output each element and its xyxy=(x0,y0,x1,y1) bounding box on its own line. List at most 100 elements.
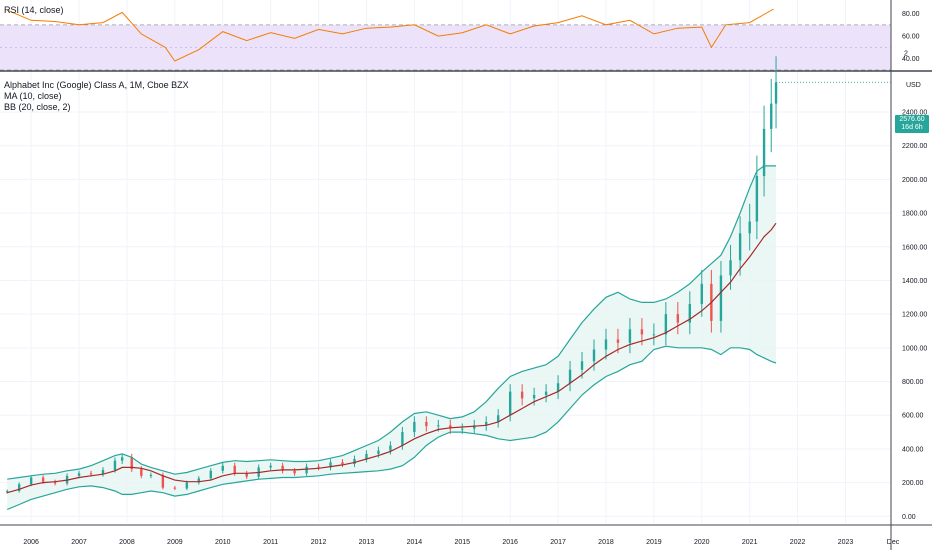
price-bar-body xyxy=(89,473,93,475)
time-axis-label: 2015 xyxy=(454,539,470,546)
time-axis-label: 2022 xyxy=(790,539,806,546)
price-bar-body xyxy=(365,453,368,459)
price-bar-body xyxy=(700,283,703,305)
price-bar-body xyxy=(508,391,512,416)
price-tick-label: 1800.00 xyxy=(902,211,927,218)
price-bar-body xyxy=(748,221,751,234)
price-bar-body xyxy=(245,473,248,477)
ma-line xyxy=(7,222,777,494)
main-legend-bb: BB (20, close, 2) xyxy=(4,102,71,112)
price-bar-body xyxy=(221,465,224,471)
price-bar-body xyxy=(755,176,759,222)
time-axis-label: 2006 xyxy=(23,539,39,546)
price-bar-body xyxy=(5,491,9,493)
time-axis-label: 2019 xyxy=(646,539,662,546)
currency-label[interactable]: USD xyxy=(906,82,921,89)
price-bar-body xyxy=(652,334,656,336)
price-bar-body xyxy=(449,425,452,429)
price-bar-body xyxy=(473,425,476,429)
price-bar-body xyxy=(269,465,272,468)
price-bar-body xyxy=(130,457,133,470)
price-bar-body xyxy=(628,329,632,343)
price-bar-body xyxy=(437,425,440,427)
time-axis-label: 2020 xyxy=(694,539,710,546)
price-bar-body xyxy=(77,473,81,476)
time-axis-label: 2011 xyxy=(263,539,278,546)
price-bar-body xyxy=(17,484,21,491)
bb-lower-line xyxy=(6,345,777,511)
price-bar-body xyxy=(120,457,124,461)
price-bar-body xyxy=(29,477,33,485)
price-bar-body xyxy=(341,462,344,465)
price-bar-body xyxy=(762,128,766,177)
price-bar-body xyxy=(317,466,320,468)
price-bar-body xyxy=(544,391,548,395)
time-axis-label: 2017 xyxy=(550,539,566,546)
price-tick-label: 1200.00 xyxy=(902,312,927,319)
rsi-line xyxy=(7,8,774,62)
price-tick-label: 800.00 xyxy=(902,379,924,386)
price-tick-label: 2 xyxy=(904,50,908,57)
time-axis-label: 2007 xyxy=(71,539,87,546)
price-tick-label: 1400.00 xyxy=(902,278,927,285)
rsi-tick-label: 60.00 xyxy=(902,34,920,41)
price-bar-body xyxy=(41,477,45,482)
price-bar-body xyxy=(774,82,778,104)
price-bar-body xyxy=(140,469,143,476)
price-bar-body xyxy=(770,103,773,129)
price-bar-body xyxy=(580,361,584,370)
price-tick-label: 2000.00 xyxy=(902,177,927,184)
price-bar-body xyxy=(353,459,356,465)
bb-upper-line xyxy=(7,165,776,480)
price-bar-body xyxy=(149,475,153,476)
price-tick-label: 0.00 xyxy=(902,514,916,521)
price-bar-body xyxy=(738,233,742,261)
price-bar-body xyxy=(729,260,732,276)
price-bar-body xyxy=(329,462,332,468)
price-tick-label: 1000.00 xyxy=(902,345,927,352)
price-bar-body xyxy=(425,421,428,427)
main-legend-title: Alphabet Inc (Google) Class A, 1M, Cboe … xyxy=(4,80,189,90)
price-bar-body xyxy=(185,482,189,489)
price-tick-label: 2400.00 xyxy=(902,110,927,117)
price-bar-body xyxy=(305,466,308,474)
bb-fill xyxy=(7,165,776,510)
price-bar-body xyxy=(233,465,236,474)
price-bar-body xyxy=(461,428,464,430)
price-bar-body xyxy=(688,304,692,323)
price-bar-body xyxy=(161,475,165,488)
price-bar-body xyxy=(485,421,488,426)
price-tick-label: 1600.00 xyxy=(902,244,927,251)
price-tick-label: 400.00 xyxy=(902,446,924,453)
time-axis-label: 2009 xyxy=(167,539,183,546)
time-axis-label: 2018 xyxy=(598,539,614,546)
price-bar-body xyxy=(53,481,57,484)
bar-countdown: 16d 6h xyxy=(901,124,923,131)
rsi-tick-label: 40.00 xyxy=(902,56,920,63)
price-bar-body xyxy=(281,465,284,471)
price-bar-body xyxy=(377,450,380,454)
price-bar-body xyxy=(293,470,296,474)
price-bar-body xyxy=(640,329,644,335)
price-bar-body xyxy=(532,395,536,399)
rsi-legend: RSI (14, close) xyxy=(4,5,64,15)
time-axis-label: 2014 xyxy=(407,539,423,546)
time-axis-label: 2008 xyxy=(119,539,135,546)
price-bar-body xyxy=(604,339,608,350)
price-bar-body xyxy=(101,469,105,475)
price-bar-body xyxy=(173,487,177,489)
price-bar-body xyxy=(676,314,680,323)
last-price-badge: 2576.60 16d 6h xyxy=(895,115,929,133)
price-bar-body xyxy=(389,445,392,451)
time-axis-label: 2016 xyxy=(502,539,518,546)
time-axis-label: 2013 xyxy=(359,539,375,546)
price-bar-body xyxy=(592,349,596,362)
price-tick-label: 600.00 xyxy=(902,413,924,420)
time-axis-label: 2023 xyxy=(838,539,854,546)
price-bar-body xyxy=(413,421,416,433)
rsi-tick-label: 80.00 xyxy=(902,11,920,18)
price-bar-body xyxy=(197,478,200,483)
price-tick-label: 200.00 xyxy=(902,480,924,487)
price-bar-body xyxy=(556,383,560,392)
